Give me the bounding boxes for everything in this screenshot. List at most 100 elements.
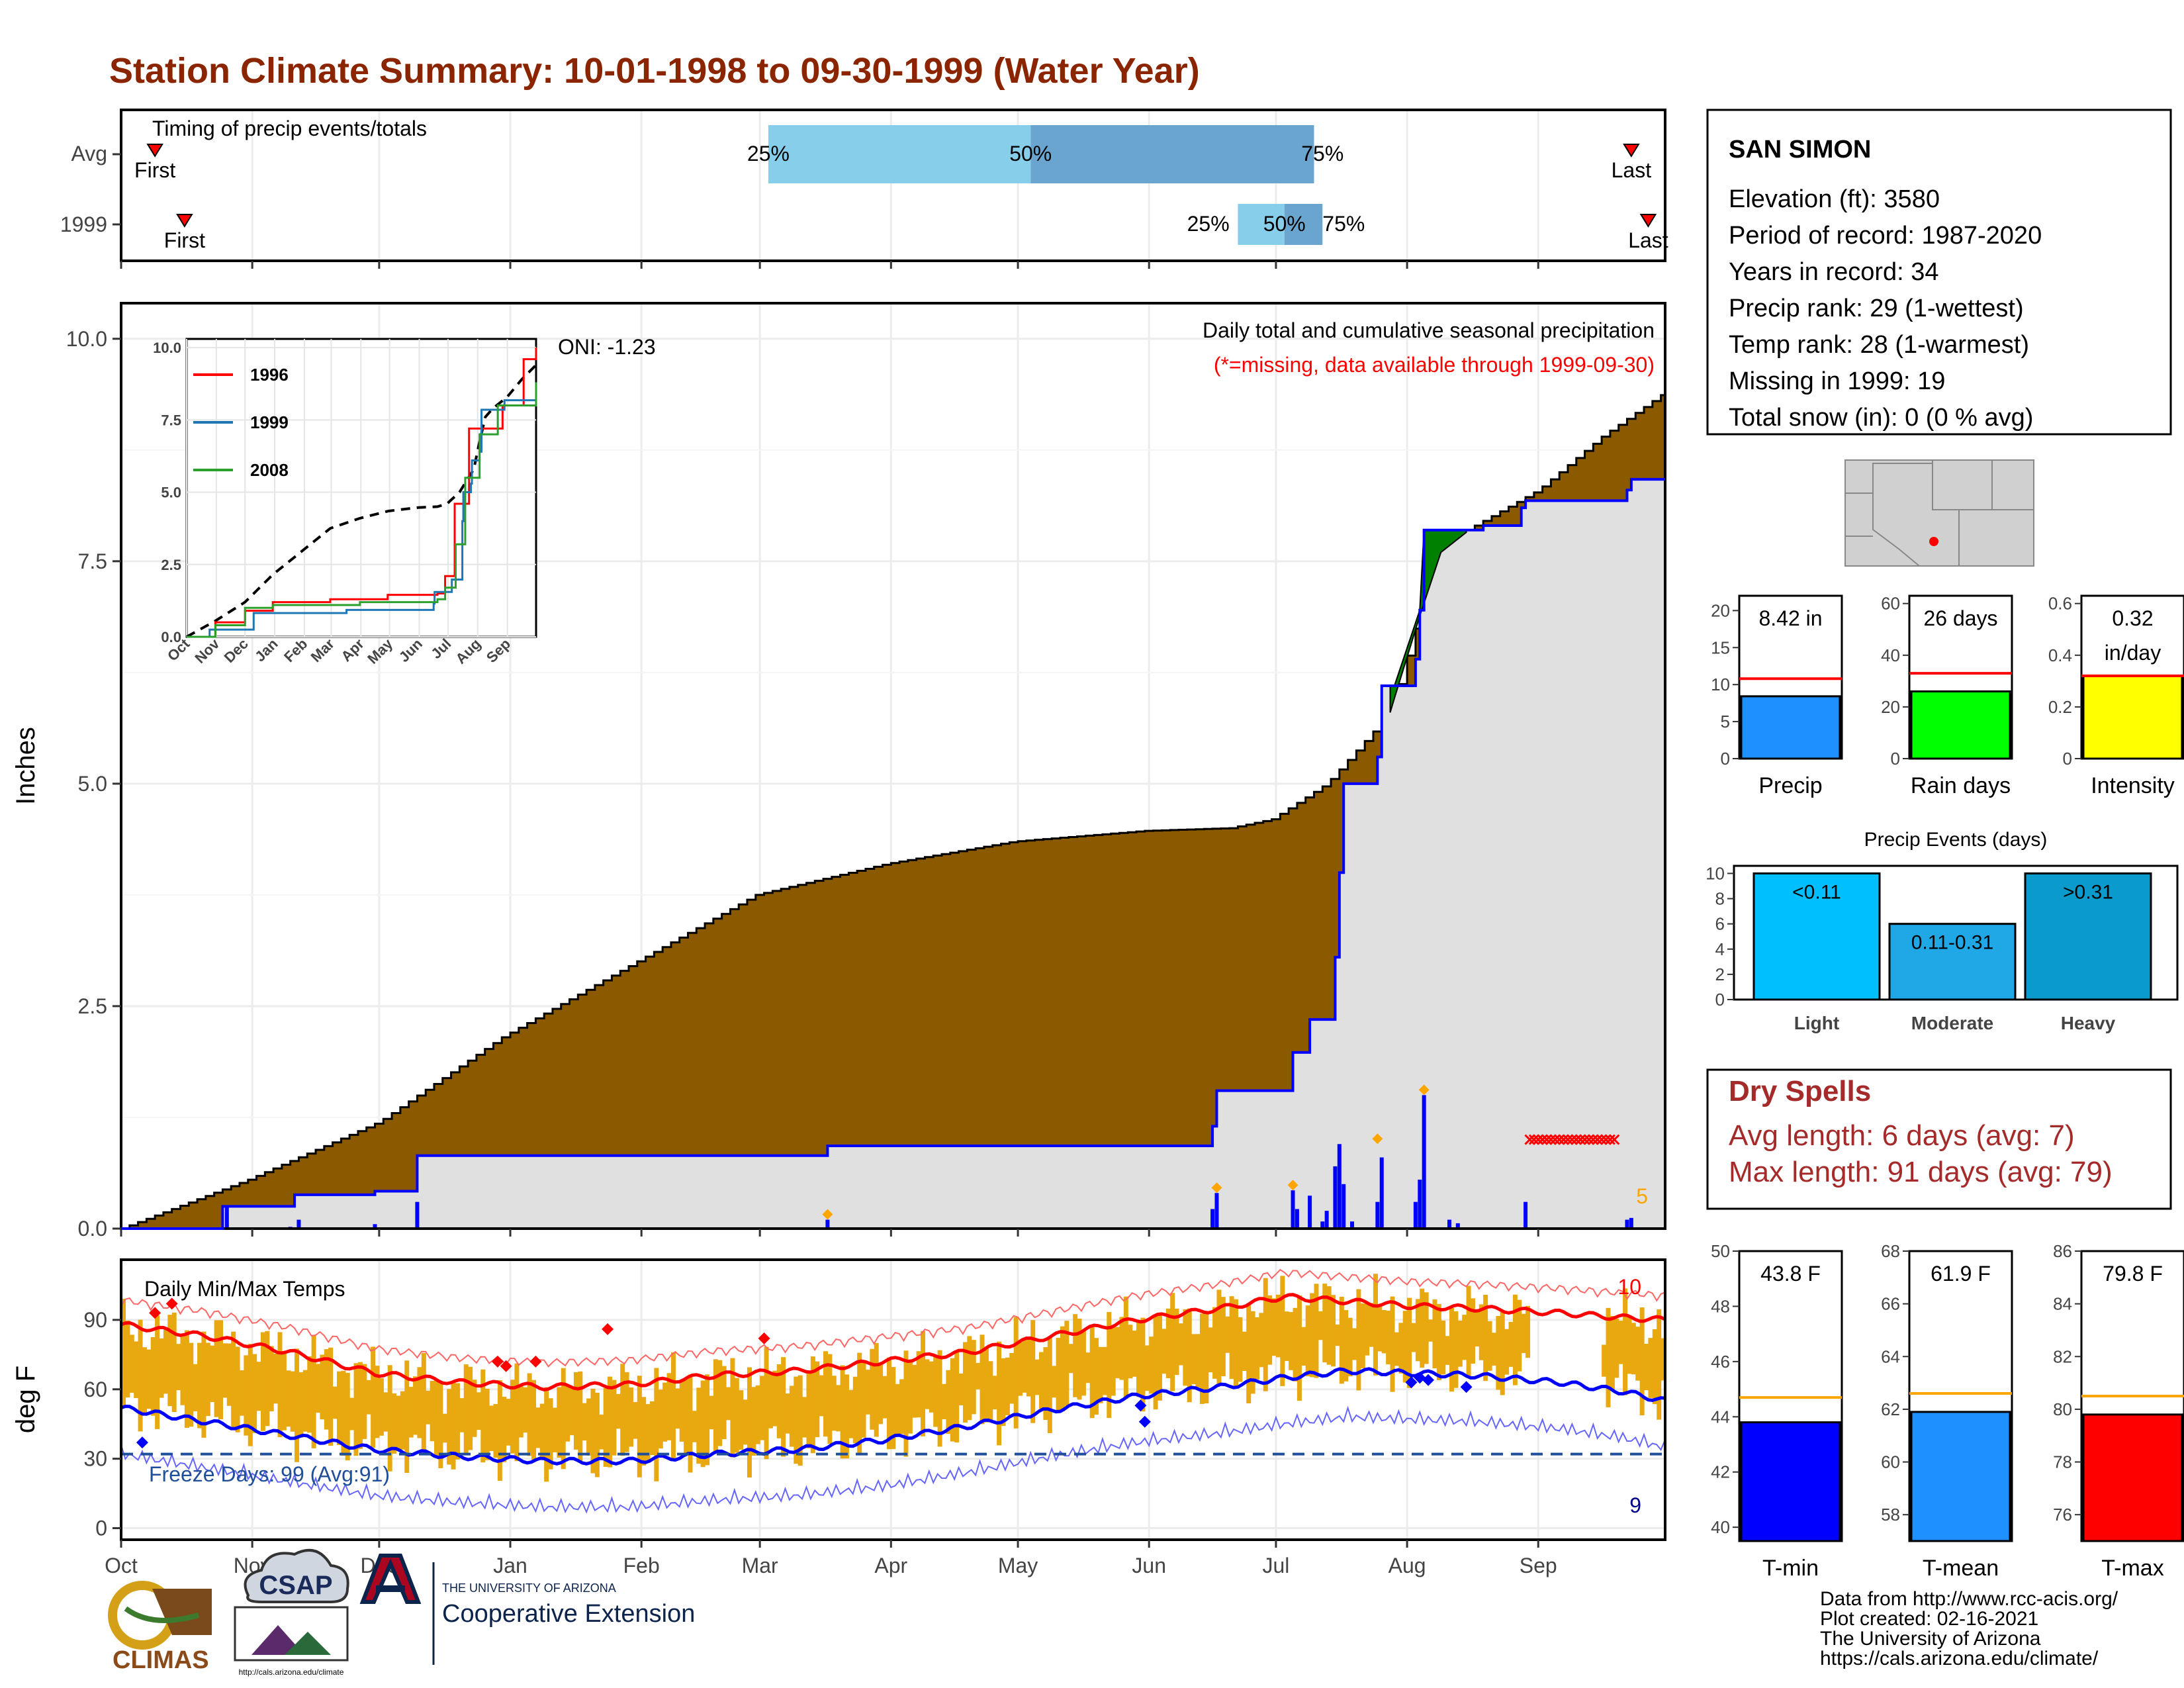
daily-temp-range-bar — [345, 1372, 350, 1461]
daily-temp-range-bar — [946, 1370, 951, 1434]
daily-temp-range-bar — [383, 1392, 388, 1432]
record-high-flag — [165, 1297, 178, 1310]
daily-temp-range-bar — [1411, 1323, 1416, 1352]
daily-temp-range-bar — [1187, 1308, 1192, 1403]
daily-temp-range-bar — [709, 1395, 714, 1430]
precip-y-tick-label: 15 — [1711, 637, 1730, 657]
record-high-flag — [500, 1360, 512, 1372]
daily-temp-range-bar — [1280, 1276, 1285, 1386]
precip-y-tick-label: 10.0 — [66, 327, 107, 351]
intensity-value-label: 0.32 — [2112, 606, 2153, 630]
temp-y-tick-label: 60 — [83, 1378, 107, 1401]
precip-panel: 0.0 2.5 5.0 7.5 10.0 Inches ONI: -1.23 Daily… — [11, 302, 1666, 1241]
daily-temp-range-bar — [353, 1363, 359, 1456]
daily-temp-range-bar — [561, 1368, 566, 1470]
daily-temp-range-bar — [1483, 1294, 1488, 1382]
daily-temp-range-bar — [302, 1370, 308, 1432]
inset-x-tick-label: May — [364, 635, 396, 667]
daily-temp-range-bar — [375, 1366, 380, 1438]
daily-precip-bar — [1629, 1217, 1633, 1229]
daily-temp-range-bar — [1457, 1321, 1463, 1367]
daily-temp-range-bar — [134, 1341, 139, 1399]
daily-temp-range-bar — [180, 1336, 185, 1405]
daily-temp-range-bar — [1119, 1317, 1124, 1380]
daily-temp-range-bar — [921, 1331, 926, 1436]
daily-temp-range-bar — [1335, 1324, 1340, 1346]
daily-temp-range-bar — [997, 1341, 1002, 1446]
intensity-y-tick-label: 0.6 — [2048, 594, 2072, 614]
daily-temp-range-bar — [336, 1371, 341, 1445]
daily-temp-range-bar — [815, 1361, 820, 1438]
daily-temp-range-bar — [1157, 1314, 1162, 1401]
precip-y-tick-label: 5.0 — [78, 772, 107, 796]
t-min-y-tick-label: 40 — [1711, 1517, 1730, 1537]
daily-temp-range-bar — [713, 1359, 718, 1452]
daily-temp-range-bar — [159, 1338, 164, 1398]
daily-temp-range-bar — [121, 1299, 126, 1408]
daily-temp-range-bar — [1326, 1286, 1332, 1365]
daily-temp-range-bar — [1491, 1333, 1496, 1366]
daily-temp-range-bar — [895, 1383, 900, 1437]
record-high-flag — [602, 1323, 614, 1335]
daily-temp-range-bar — [675, 1388, 680, 1429]
timing-obs-p50-label: 50% — [1263, 212, 1306, 236]
daily-temp-range-bar — [311, 1335, 316, 1448]
credit-data-source: Data from http://www.rcc-acis.org/ — [1820, 1588, 2118, 1610]
precip-y-tick-label: 20 — [1711, 600, 1730, 620]
record-high-flag — [529, 1355, 542, 1368]
daily-temp-range-bar — [1415, 1299, 1420, 1362]
daily-temp-range-bar — [1204, 1311, 1209, 1403]
dry-spell-mark — [1545, 1134, 1557, 1145]
daily-temp-range-bar — [962, 1342, 968, 1423]
t-min-y-tick-label: 42 — [1711, 1462, 1730, 1482]
event-bar-light — [1752, 872, 1881, 1001]
events-y-tick-label: 8 — [1715, 889, 1725, 909]
csap-logo: CSAP http://cals.arizona.edu/climate — [234, 1548, 349, 1677]
daily-temp-range-bar — [992, 1376, 997, 1410]
daily-temp-range-bar — [1631, 1323, 1636, 1375]
inset-series-1999-line — [187, 393, 537, 638]
daily-temp-range-bar — [844, 1374, 849, 1459]
events-y-tick-label: 4 — [1715, 939, 1725, 959]
timing-obs-first-label: First — [164, 228, 205, 252]
precip-event-count: 5 — [1636, 1184, 1648, 1208]
summary-bars: 0 5 10 15 20 8.42 in Precip 0 20 40 60 26 days Rain … — [1711, 594, 2184, 798]
daily-temp-range-bar — [942, 1383, 946, 1419]
temp-y-tick-label: 30 — [83, 1447, 107, 1471]
month-tick-label-jul: Jul — [1263, 1554, 1290, 1577]
daily-temp-range-bar — [527, 1373, 532, 1456]
daily-temp-range-bar — [1386, 1310, 1391, 1365]
daily-temp-range-bar — [1073, 1314, 1078, 1397]
daily-temp-range-bar — [1250, 1311, 1255, 1394]
daily-temp-range-bar — [912, 1364, 917, 1418]
daily-temp-range-bar — [988, 1361, 993, 1421]
credit-plot-date: Plot created: 02-16-2021 — [1820, 1608, 2038, 1630]
daily-precip-bar — [1214, 1193, 1219, 1229]
dry-spell-mark — [1541, 1134, 1553, 1145]
daily-temp-range-bar — [1271, 1298, 1277, 1356]
daily-temp-range-bar — [295, 1348, 300, 1462]
daily-temp-range-bar — [1136, 1321, 1142, 1397]
station-name: SAN SIMON — [1729, 136, 1871, 164]
t-mean-value-label: 61.9 F — [1931, 1262, 1991, 1286]
daily-temp-range-bar — [1618, 1321, 1623, 1364]
daily-temp-range-bar — [171, 1312, 177, 1412]
daily-temp-range-bar — [1322, 1284, 1328, 1363]
t-mean-axis-label: T-mean — [1923, 1556, 1999, 1581]
daily-temp-range-bar — [298, 1372, 304, 1438]
precip-summary-bar — [1740, 695, 1841, 760]
daily-temp-range-bar — [810, 1356, 815, 1454]
month-tick-label-mar: Mar — [742, 1554, 778, 1577]
inset-legend-label-1996: 1996 — [250, 365, 289, 385]
inset-legend-label-2008: 2008 — [250, 460, 289, 480]
daily-precip-bar — [1413, 1201, 1418, 1229]
dry-spell-mark — [1549, 1134, 1561, 1145]
events-title: Precip Events (days) — [1864, 829, 2048, 851]
daily-temp-range-bar — [1432, 1299, 1437, 1369]
daily-temp-range-bar — [484, 1388, 490, 1460]
daily-temp-range-bar — [937, 1350, 942, 1447]
daily-precip-bar — [825, 1219, 830, 1229]
dry-spell-mark — [1533, 1134, 1544, 1145]
month-tick-label-jun: Jun — [1132, 1554, 1166, 1577]
daily-temp-range-bar — [1039, 1352, 1044, 1409]
